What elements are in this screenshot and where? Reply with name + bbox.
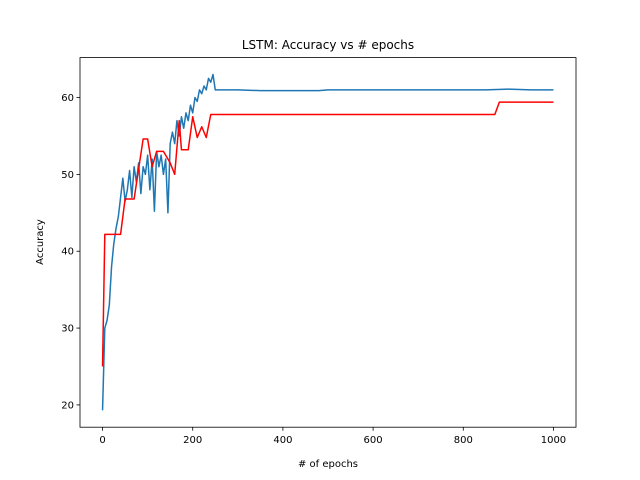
y-tick-label: 20	[61, 400, 74, 411]
chart-title: LSTM: Accuracy vs # epochs	[242, 38, 414, 52]
y-axis-label: Accuracy	[35, 219, 46, 265]
x-tick-label: 400	[273, 435, 292, 446]
y-tick-label: 50	[61, 170, 74, 181]
x-tick-label: 800	[454, 435, 473, 446]
plot-frame	[79, 57, 577, 428]
data-line	[101, 73, 554, 411]
x-tick-label: 1000	[541, 435, 566, 446]
x-tick-label: 0	[99, 435, 105, 446]
y-tick-label: 30	[61, 324, 74, 335]
x-tick-label: 200	[183, 435, 202, 446]
y-tick-label: 60	[61, 93, 74, 104]
x-axis-label: # of epochs	[298, 459, 358, 470]
x-tick-label: 600	[364, 435, 383, 446]
data-line	[101, 101, 554, 367]
y-tick-label: 40	[61, 247, 74, 258]
